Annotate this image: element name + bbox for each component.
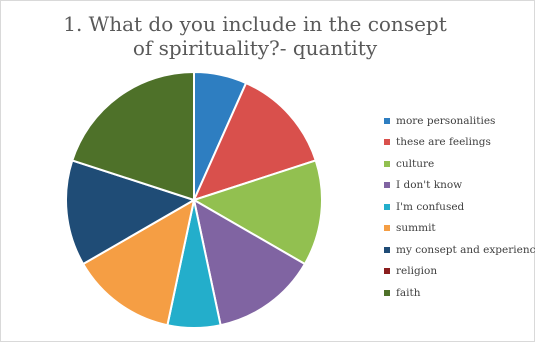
legend-swatch	[384, 117, 390, 124]
pie-slice-culture	[191, 159, 323, 266]
legend-swatch	[384, 289, 390, 296]
legend-swatch	[384, 160, 390, 167]
legend-item: these are feelings	[384, 132, 534, 154]
legend-label: I'm confused	[396, 200, 465, 213]
legend-item: I'm confused	[384, 196, 534, 218]
legend-label: summit	[396, 222, 436, 235]
legend-swatch	[384, 268, 390, 275]
legend-item: faith	[384, 282, 534, 304]
pie-slice-faith	[71, 70, 195, 202]
legend-item: I don't know	[384, 175, 534, 197]
legend-item: my consept and experience	[384, 239, 535, 261]
legend-item: summit	[384, 218, 534, 240]
pie-slice-my-consept-and-experience	[65, 159, 197, 266]
pie-slice-these-are-feelings	[192, 81, 317, 202]
legend-swatch	[384, 203, 390, 210]
legend-label: religion	[396, 265, 438, 278]
legend-swatch	[384, 225, 390, 232]
legend-swatch	[384, 139, 390, 146]
legend-label: my consept and experience	[396, 243, 535, 256]
legend-swatch	[384, 182, 390, 189]
chart-title: 1. What do you include in the consept of…	[63, 12, 447, 60]
legend-label: culture	[396, 157, 435, 170]
legend: more personalities these are feelings cult…	[384, 110, 535, 304]
legend-item: culture	[384, 153, 534, 175]
legend-label: these are feelings	[396, 136, 491, 149]
pie-slice-summit	[81, 198, 196, 327]
legend-label: I don't know	[396, 179, 463, 192]
legend-item: more personalities	[384, 110, 534, 132]
legend-label: more personalities	[396, 114, 496, 127]
legend-swatch	[384, 246, 390, 253]
pie-slice-i-don-t-know	[192, 198, 307, 327]
legend-label: faith	[396, 286, 421, 299]
legend-item: religion	[384, 261, 534, 283]
